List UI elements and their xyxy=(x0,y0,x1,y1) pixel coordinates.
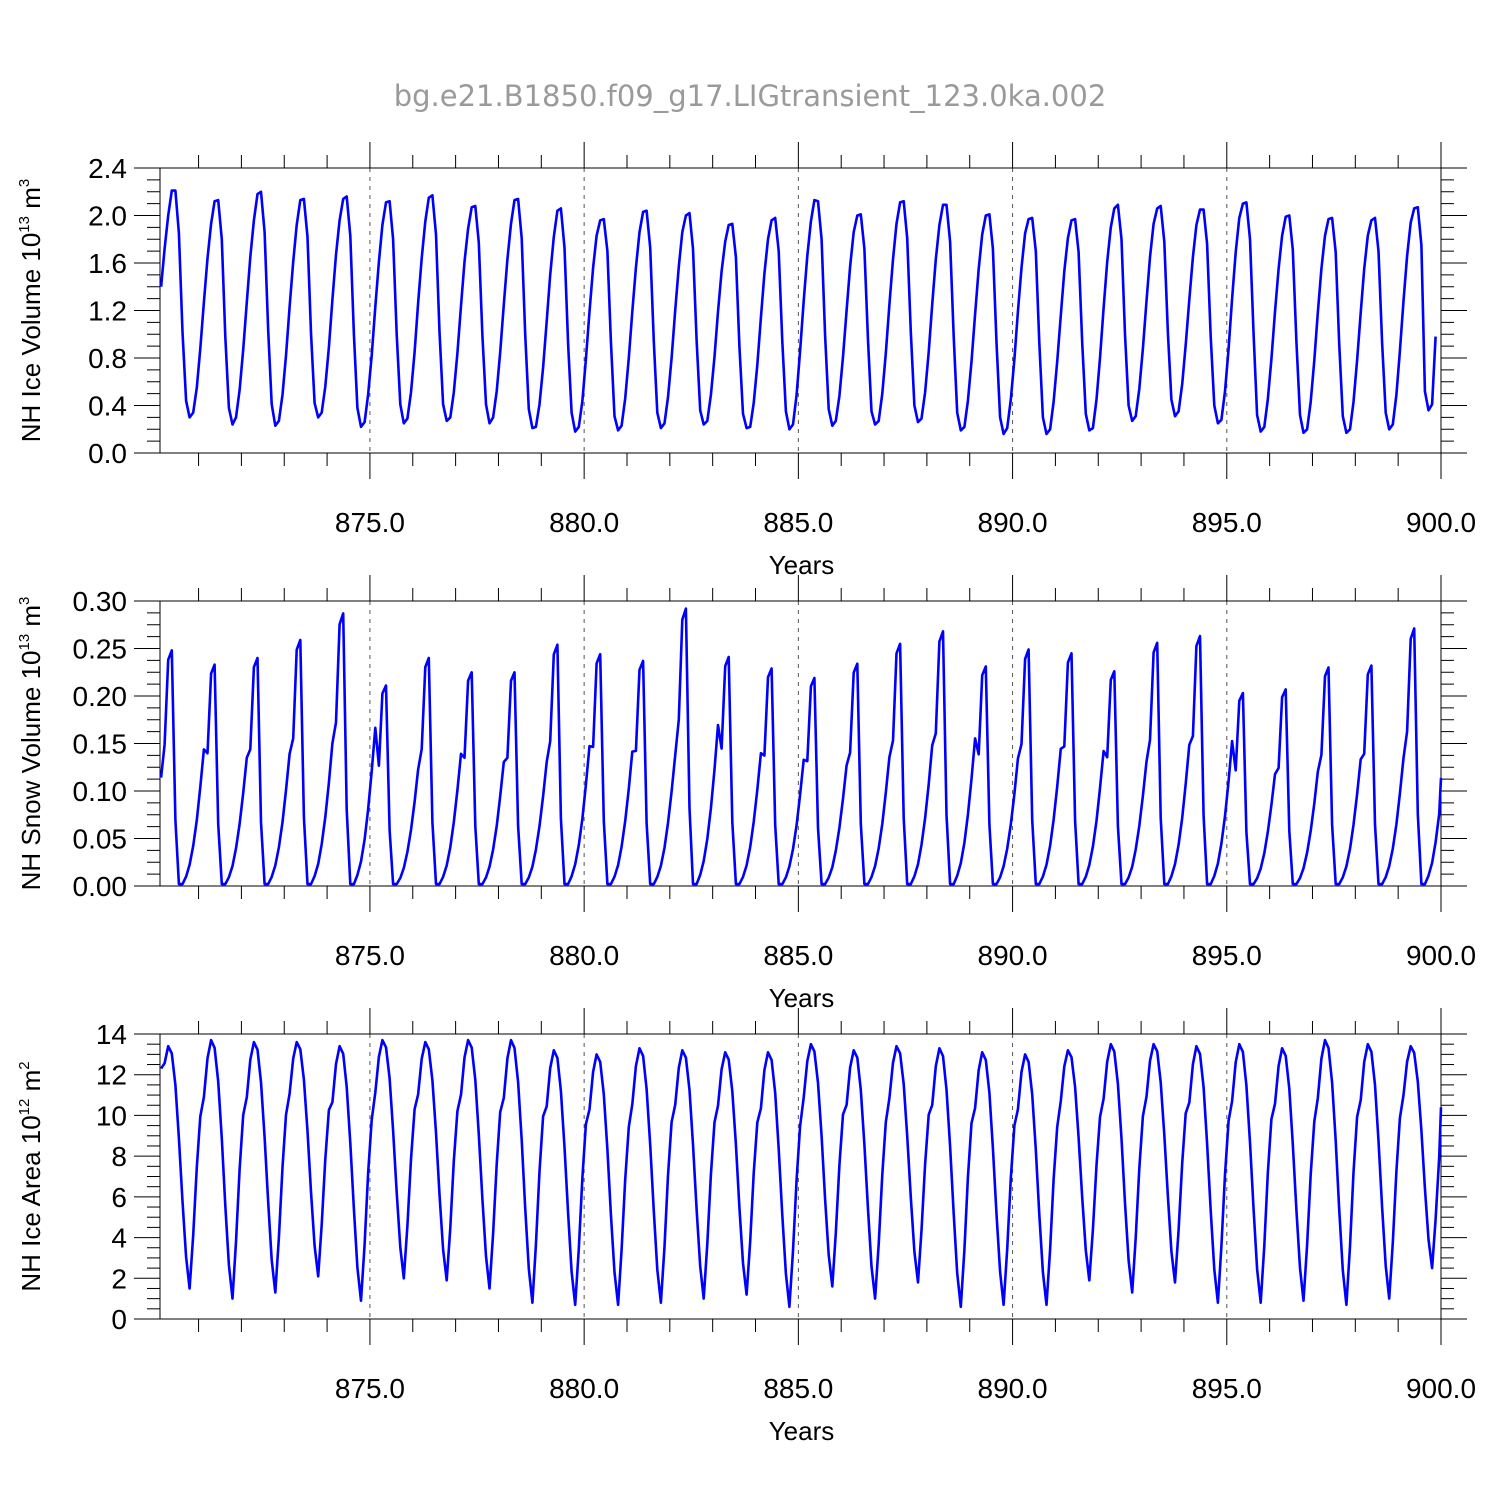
x-tick-label: 900.0 xyxy=(1406,1373,1476,1404)
x-tick-label: 885.0 xyxy=(763,1373,833,1404)
y-tick-label: 0.00 xyxy=(73,871,128,902)
y-axis-label-text: NH Ice Area 10 xyxy=(16,1115,46,1291)
y-axis-label-exponent: 13 xyxy=(16,634,33,651)
y-tick-label: 0.8 xyxy=(88,343,127,374)
x-tick-label: 875.0 xyxy=(335,1373,405,1404)
panels: 0.0 0.4 0.8 1.2 1.6 2.0 2.4 875.0 880.0 885.0 890.… xyxy=(16,142,1476,1446)
x-tick-label: 895.0 xyxy=(1192,507,1262,538)
nh-ice-area-series-line xyxy=(160,1038,1443,1309)
x-tick-label: 890.0 xyxy=(978,1373,1048,1404)
y-tick-label: 0.05 xyxy=(73,824,128,855)
y-axis-label-unit: m xyxy=(16,1070,46,1099)
nh-snow-volume-panel: 0.00 0.05 0.10 0.15 0.20 0.25 0.30 875.0 880.0 88… xyxy=(16,575,1476,1013)
y-axis-label: NH Snow Volume 1013 m3 xyxy=(16,597,46,891)
x-tick-label: 885.0 xyxy=(763,940,833,971)
y-tick-label: 0.30 xyxy=(73,586,128,617)
y-axis-label-unit-exponent: 3 xyxy=(16,597,33,605)
nh-ice-area-panel: 0 2 4 6 8 10 12 14 875.0 880.0 885.0 890.0 895.0 900.… xyxy=(16,1008,1476,1446)
x-tick-label: 875.0 xyxy=(335,507,405,538)
x-axis-label: Years xyxy=(769,983,835,1013)
plot-frame xyxy=(159,600,1442,887)
y-tick-label: 1.2 xyxy=(88,296,127,327)
x-tick-label: 890.0 xyxy=(978,940,1048,971)
y-tick-label: 2.0 xyxy=(88,201,127,232)
y-axis-label: NH Ice Area 1012 m2 xyxy=(16,1061,46,1291)
y-tick-label: 8 xyxy=(111,1141,127,1172)
y-tick-label: 2 xyxy=(111,1263,127,1294)
y-axis-label-unit-exponent: 2 xyxy=(16,1061,33,1069)
y-tick-label: 0.4 xyxy=(88,391,127,422)
y-tick-label: 0.0 xyxy=(88,438,127,469)
y-axis-label-text: NH Snow Volume 10 xyxy=(16,651,46,891)
x-axis-label: Years xyxy=(769,550,835,580)
y-tick-label: 2.4 xyxy=(88,153,127,184)
x-tick-label: 900.0 xyxy=(1406,507,1476,538)
y-tick-label: 14 xyxy=(96,1019,127,1050)
y-axis-label-exponent: 13 xyxy=(16,216,33,233)
y-tick-label: 0.10 xyxy=(73,776,128,807)
x-tick-label: 890.0 xyxy=(978,507,1048,538)
y-tick-label: 0 xyxy=(111,1304,127,1335)
y-tick-label: 0.25 xyxy=(73,634,128,665)
y-tick-label: 10 xyxy=(96,1100,127,1131)
y-axis-label-text: NH Ice Volume 10 xyxy=(16,233,46,443)
y-tick-label: 4 xyxy=(111,1223,127,1254)
y-axis-label-unit: m xyxy=(16,187,46,216)
y-axis-label: NH Ice Volume 1013 m3 xyxy=(16,179,46,442)
x-tick-label: 885.0 xyxy=(763,507,833,538)
nh-ice-volume-panel: 0.0 0.4 0.8 1.2 1.6 2.0 2.4 875.0 880.0 885.0 890.… xyxy=(16,142,1476,580)
figure-title: bg.e21.B1850.f09_g17.LIGtransient_123.0k… xyxy=(394,79,1107,113)
nh-snow-volume-series-line xyxy=(159,607,1443,886)
y-tick-label: 0.20 xyxy=(73,681,128,712)
y-tick-label: 1.6 xyxy=(88,248,127,279)
x-tick-label: 875.0 xyxy=(335,940,405,971)
y-tick-label: 12 xyxy=(96,1060,127,1091)
x-tick-label: 880.0 xyxy=(549,940,619,971)
nh-ice-volume-series-line xyxy=(159,189,1437,436)
x-tick-label: 880.0 xyxy=(549,507,619,538)
y-tick-label: 0.15 xyxy=(73,729,128,760)
x-tick-label: 895.0 xyxy=(1192,940,1262,971)
x-axis-label: Years xyxy=(769,1416,835,1446)
x-tick-label: 895.0 xyxy=(1192,1373,1262,1404)
y-axis-label-unit-exponent: 3 xyxy=(16,179,33,187)
x-tick-label: 880.0 xyxy=(549,1373,619,1404)
y-axis-label-exponent: 12 xyxy=(16,1099,33,1116)
y-tick-label: 6 xyxy=(111,1182,127,1213)
x-tick-label: 900.0 xyxy=(1406,940,1476,971)
y-axis-label-unit: m xyxy=(16,605,46,634)
